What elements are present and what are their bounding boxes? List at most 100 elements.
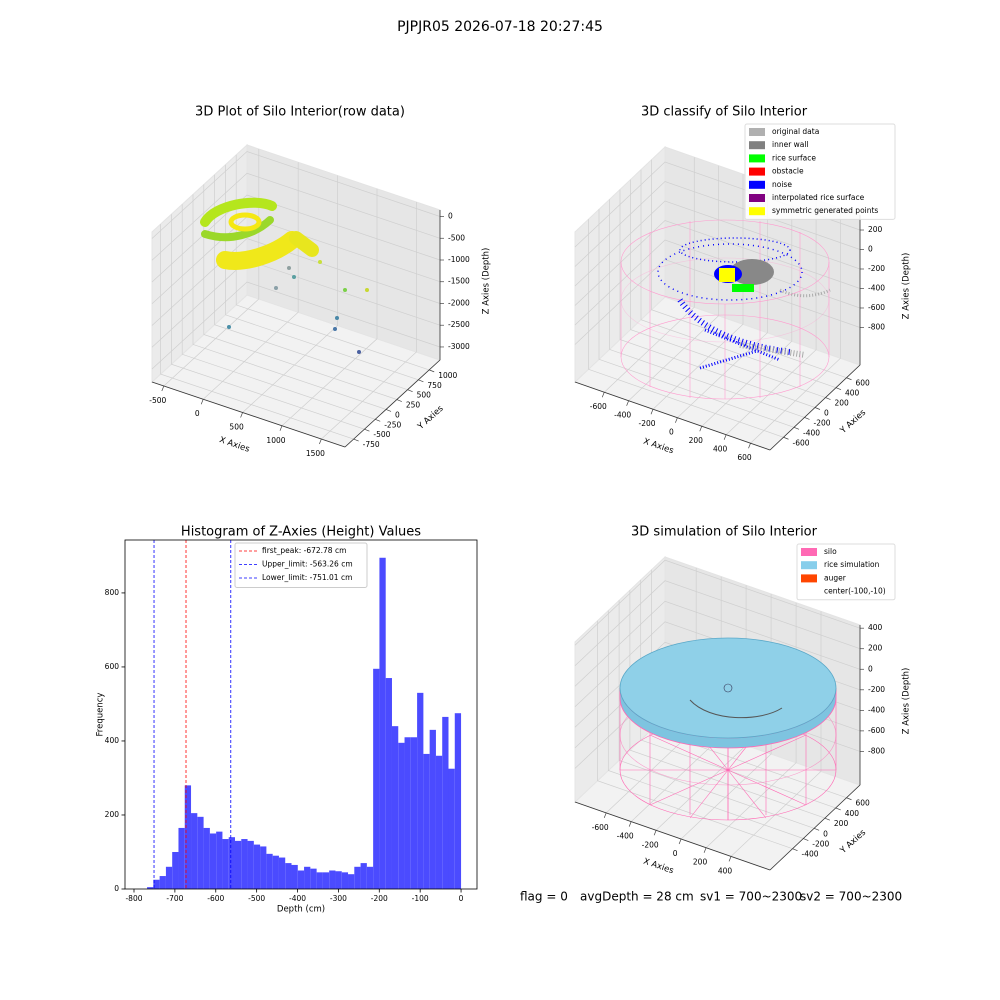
x-tick-label: 0 xyxy=(673,849,678,858)
histogram-bar xyxy=(278,857,286,889)
chart-title: 3D Plot of Silo Interior(row data) xyxy=(195,105,405,120)
decoration-shape xyxy=(689,699,783,719)
y-axis-label: Frequency xyxy=(96,693,106,737)
tick-mark xyxy=(200,399,204,405)
grid-line xyxy=(151,238,441,326)
y-tick-label: 600 xyxy=(856,379,871,388)
histogram-bar xyxy=(329,870,336,889)
legend-label: rice simulation xyxy=(824,560,880,569)
legend-swatch xyxy=(801,574,817,583)
histogram-bar xyxy=(241,839,248,889)
tick-mark xyxy=(835,387,842,390)
tick-mark xyxy=(824,817,831,821)
histogram-bar xyxy=(234,840,242,889)
legend-label: inner wall xyxy=(772,140,809,149)
decoration-shape xyxy=(619,637,837,739)
histogram-bar xyxy=(178,827,185,889)
histogram-bar xyxy=(316,872,323,889)
tick-mark xyxy=(835,807,841,811)
tick-mark xyxy=(353,438,359,442)
z-tick-label: -2500 xyxy=(448,320,470,329)
x-axis-line xyxy=(574,801,771,871)
z-tick-label: 200 xyxy=(868,225,883,234)
z-tick-label: -500 xyxy=(448,233,465,242)
outlier-points xyxy=(227,260,369,354)
y-tick-label: 500 xyxy=(417,391,432,400)
y-tick-label: 0 xyxy=(824,409,829,418)
tick-mark xyxy=(407,389,413,392)
decoration-shape xyxy=(730,259,774,285)
histogram-bar xyxy=(322,872,330,889)
legend-swatch xyxy=(801,561,817,570)
legend-swatch xyxy=(749,207,765,216)
histogram-bar xyxy=(404,737,411,889)
y-tick-label: 0 xyxy=(114,884,119,893)
decoration-shape xyxy=(333,327,337,331)
grid-line xyxy=(604,157,695,393)
legend-swatch xyxy=(749,167,765,176)
legend-swatch xyxy=(801,548,817,556)
histogram-bar xyxy=(391,726,399,889)
tick-mark xyxy=(814,407,821,410)
tick-mark xyxy=(364,428,370,432)
grid-line xyxy=(607,610,804,839)
histogram-bar xyxy=(448,768,455,889)
histogram-bar xyxy=(184,785,192,889)
z-tick-label: -1000 xyxy=(448,255,470,264)
y-tick-label: 0 xyxy=(823,829,828,838)
histogram-bar xyxy=(272,855,279,889)
y-tick-label: -200 xyxy=(812,840,829,849)
decoration xyxy=(200,197,837,821)
x-tick-label: -400 xyxy=(289,894,306,903)
x-tick-label: -600 xyxy=(207,894,224,903)
legend-swatch xyxy=(749,180,765,189)
tick-mark xyxy=(603,812,607,819)
silo-wireframe xyxy=(620,219,830,400)
grid-line xyxy=(574,181,861,267)
histogram-bar xyxy=(335,871,342,889)
grid-line xyxy=(651,159,847,379)
tick-mark xyxy=(429,369,435,373)
tick-mark xyxy=(385,409,392,412)
histogram-bar xyxy=(203,827,210,889)
grid-line xyxy=(574,239,861,326)
tick-mark xyxy=(783,436,789,440)
grid-line xyxy=(609,199,805,418)
grid-line xyxy=(574,259,861,345)
y-tick-label: 0 xyxy=(395,410,400,419)
y-tick-label: 400 xyxy=(845,809,860,818)
decoration-shape xyxy=(719,268,735,282)
tick-mark xyxy=(161,385,165,392)
legend-swatch xyxy=(749,141,765,150)
decoration-shape xyxy=(292,275,296,279)
legend-label: center(-100,-10) xyxy=(824,587,886,596)
z-tick-label: 0 xyxy=(448,212,453,221)
histogram-bar xyxy=(417,692,424,889)
grid-line xyxy=(151,172,441,261)
z-axis-label: Z Axies (Depth) xyxy=(482,248,492,315)
y-tick-label: 800 xyxy=(105,588,120,597)
z-tick-label: -800 xyxy=(868,746,885,755)
grid-line xyxy=(597,620,793,850)
x-tick-label: -600 xyxy=(590,402,607,411)
overlay-layer: original data inner wall rice surface obsta… xyxy=(744,123,896,601)
histogram-bar xyxy=(197,816,204,889)
tick-mark xyxy=(699,426,703,432)
legend-label: silo xyxy=(824,547,837,556)
z-tick-label: 400 xyxy=(868,623,883,632)
legend-label: first_peak: -672.78 cm xyxy=(262,546,346,555)
x-tick-label: 1500 xyxy=(306,449,325,458)
legend-label: rice surface xyxy=(772,153,816,162)
decoration-shape xyxy=(228,212,262,232)
decoration-shape xyxy=(723,683,733,693)
x-axis-line xyxy=(151,381,346,448)
tick-mark xyxy=(650,409,654,415)
decoration-shape xyxy=(200,197,277,227)
decoration-shape xyxy=(779,288,831,298)
y-tick-label: -200 xyxy=(813,418,830,427)
tick-mark xyxy=(723,434,727,440)
histogram-bar xyxy=(398,742,405,889)
legend-box xyxy=(234,542,368,588)
tick-mark xyxy=(703,847,707,853)
legend-label: noise xyxy=(772,180,792,189)
